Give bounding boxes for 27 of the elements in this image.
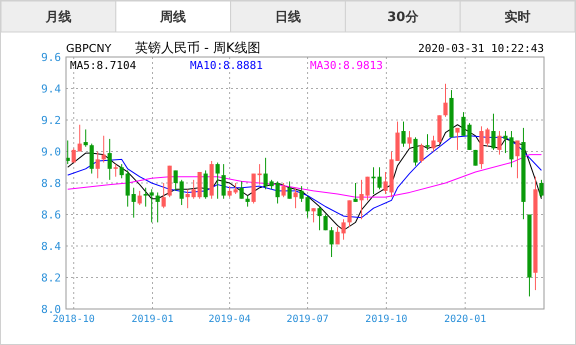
tab: 实时 <box>460 0 576 32</box>
tab: 30分 <box>344 0 461 32</box>
y-tick-label: 8.0 <box>41 303 61 316</box>
text: MA30:8.9813 <box>310 59 383 72</box>
x-tick-label: 2019-04 <box>208 314 251 325</box>
x-tick-label: 2019-07 <box>286 314 329 325</box>
x-tick-label: 2020-01 <box>444 314 486 325</box>
tab: 日线 <box>230 0 346 32</box>
y-tick-label: 9.6 <box>41 51 61 64</box>
y-tick-label: 8.2 <box>41 272 61 284</box>
y-tick-label: 9.0 <box>41 146 61 158</box>
tab: 周线 <box>115 0 232 32</box>
tab: 月线 <box>0 0 116 32</box>
x-tick-label: 2018-10 <box>52 314 95 325</box>
text: MA5:8.7104 <box>70 59 137 72</box>
line-series <box>67 154 542 198</box>
text: GBPCNY <box>66 42 112 55</box>
y-tick-label: 9.4 <box>41 82 62 96</box>
y-tick-label: 8.6 <box>41 208 61 222</box>
text: 2020-03-31 10:22:43 <box>418 42 544 55</box>
x-tick-label: 2019-01 <box>131 314 174 325</box>
y-tick-label: 8.8 <box>41 177 61 190</box>
y-tick-label: 9.2 <box>41 114 61 127</box>
text: MA10:8.8881 <box>190 59 263 72</box>
chart-title: 英镑人民币 - 周K线图 <box>135 41 260 56</box>
y-tick-label: 8.4 <box>41 240 62 253</box>
x-tick-label: 2019-10 <box>365 314 408 325</box>
